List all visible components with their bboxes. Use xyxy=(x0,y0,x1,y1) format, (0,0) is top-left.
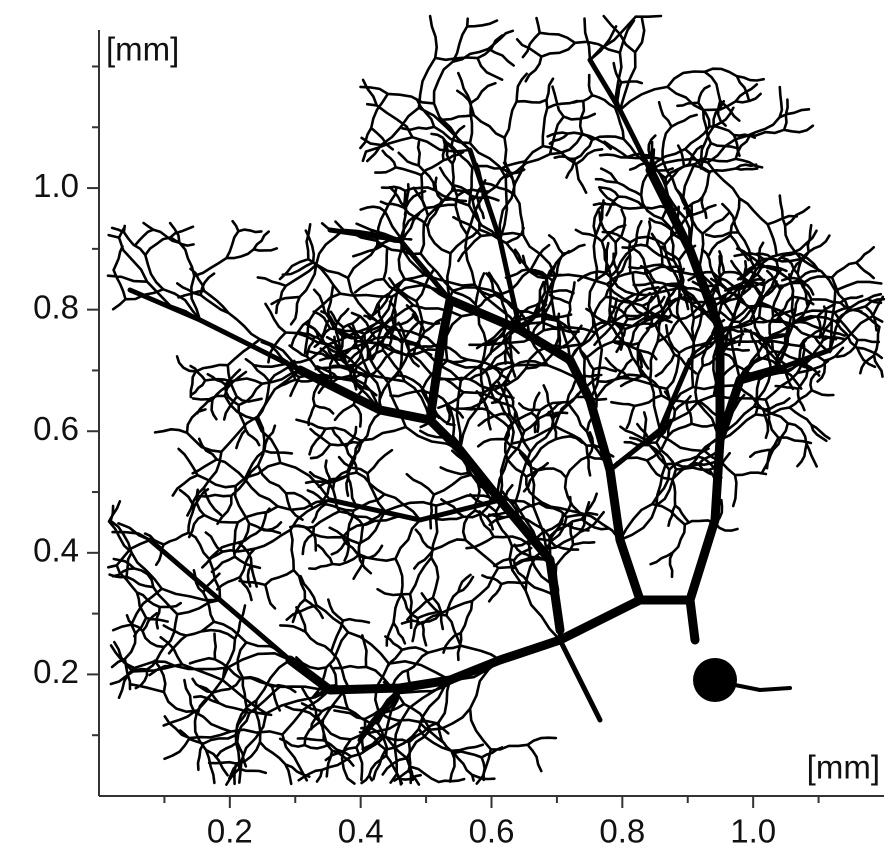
soma xyxy=(693,658,737,702)
x-tick-label: 0.8 xyxy=(599,813,645,850)
y-tick-label: 0.2 xyxy=(33,653,79,690)
x-tick-label: 0.6 xyxy=(469,813,515,850)
fine-dendrites xyxy=(106,14,886,786)
y-tick-label: 0.4 xyxy=(33,532,79,569)
axon xyxy=(733,683,792,692)
x-tick-label: 0.2 xyxy=(207,813,253,850)
medium-dendrites xyxy=(127,57,833,743)
x-axis-label: [mm] xyxy=(807,749,880,786)
x-tick-label: 1.0 xyxy=(730,813,776,850)
x-tick-label: 0.4 xyxy=(338,813,384,850)
y-tick-label: 1.0 xyxy=(33,167,79,204)
y-axis-label: [mm] xyxy=(106,31,179,68)
y-tick-label: 0.8 xyxy=(33,288,79,325)
neuron-drawing xyxy=(106,14,886,786)
y-tick-label: 0.6 xyxy=(33,410,79,447)
